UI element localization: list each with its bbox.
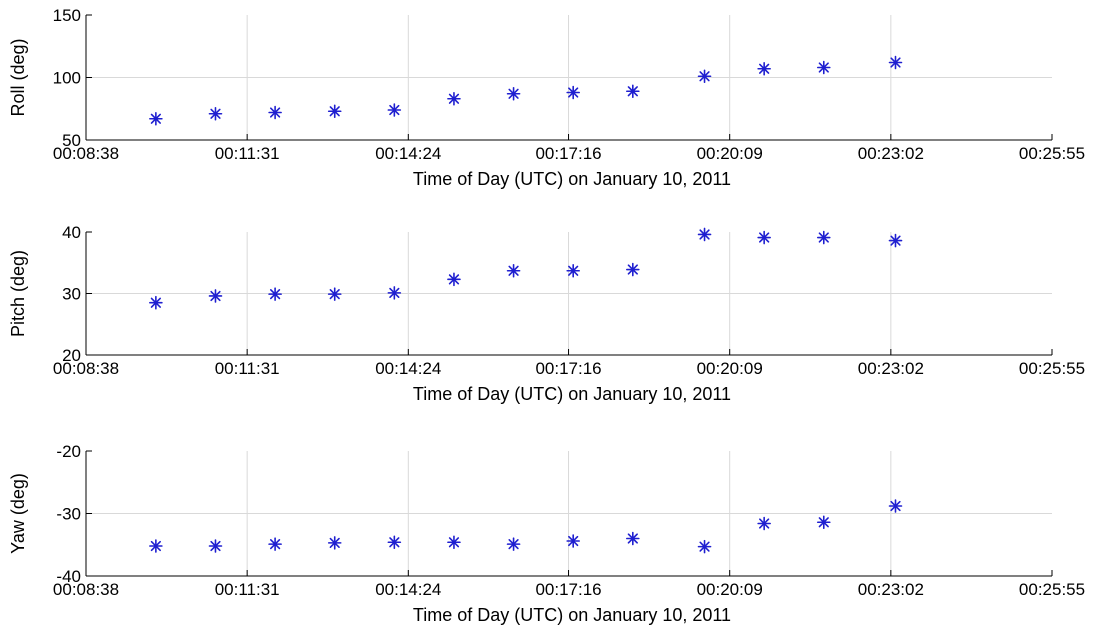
- data-point: [447, 272, 461, 287]
- data-point: [506, 86, 521, 101]
- y-tick-label: -20: [56, 442, 81, 461]
- y-tick-label: -30: [56, 505, 81, 524]
- data-point: [506, 537, 521, 551]
- data-point: [208, 289, 223, 303]
- x-tick-label: 00:08:38: [53, 359, 119, 378]
- data-point: [447, 535, 461, 550]
- x-tick-label: 00:08:38: [53, 580, 119, 599]
- subplot-2: 00:08:38 00:11:31 00:14:24 00:17:16 00:20:09…: [8, 223, 1085, 404]
- x-tick-label: 00:14:24: [375, 580, 441, 599]
- data-point: [387, 286, 402, 300]
- data-point: [327, 536, 342, 550]
- x-tick-label: 00:17:16: [535, 359, 601, 378]
- y-tick-label: -40: [56, 567, 81, 586]
- data-point: [816, 60, 831, 75]
- data-point: [888, 233, 903, 248]
- data-point: [626, 84, 640, 99]
- data-point: [626, 262, 640, 277]
- data-point: [387, 535, 402, 550]
- data-point: [566, 85, 580, 100]
- x-axis-label: Time of Day (UTC) on January 10, 2011: [413, 384, 731, 404]
- x-tick-label: 00:25:55: [1019, 359, 1085, 378]
- x-tick-label: 00:11:31: [215, 359, 280, 378]
- x-tick-label: 00:25:55: [1019, 580, 1085, 599]
- data-point: [149, 111, 163, 126]
- data-point: [757, 516, 771, 531]
- data-point: [327, 104, 342, 119]
- data-point: [816, 230, 831, 245]
- x-tick-label: 00:20:09: [697, 359, 763, 378]
- data-point: [149, 295, 163, 310]
- data-point: [888, 499, 903, 513]
- x-axis-label: Time of Day (UTC) on January 10, 2011: [413, 169, 731, 189]
- x-tick-label: 00:14:24: [375, 359, 441, 378]
- y-tick-label: 150: [53, 6, 81, 25]
- data-point: [447, 91, 461, 106]
- data-point: [387, 103, 402, 117]
- data-point: [268, 537, 282, 551]
- data-point: [268, 287, 282, 301]
- data-point: [208, 106, 223, 121]
- x-tick-label: 00:08:38: [53, 144, 119, 163]
- y-tick-label: 40: [62, 223, 81, 242]
- data-point: [506, 263, 521, 278]
- subplot-1: 00:08:38 00:11:31 00:14:24 00:17:16 00:20:09…: [8, 6, 1085, 189]
- data-point: [697, 69, 712, 84]
- x-tick-label: 00:23:02: [858, 359, 924, 378]
- y-tick-label: 30: [62, 285, 81, 304]
- data-point: [327, 287, 342, 301]
- y-tick-label: 50: [62, 131, 81, 150]
- data-point: [757, 230, 771, 245]
- x-tick-label: 00:20:09: [697, 144, 763, 163]
- x-tick-label: 00:17:16: [535, 144, 601, 163]
- data-point: [149, 539, 163, 553]
- y-axis-label: Pitch (deg): [8, 250, 28, 337]
- subplot-3: 00:08:38 00:11:31 00:14:24 00:17:16 00:20:09…: [8, 442, 1085, 625]
- x-tick-label: 00:23:02: [858, 580, 924, 599]
- data-point: [757, 61, 771, 76]
- data-point: [626, 531, 640, 546]
- data-point: [888, 55, 903, 70]
- x-tick-label: 00:25:55: [1019, 144, 1085, 163]
- x-tick-label: 00:11:31: [215, 580, 280, 599]
- y-axis-label: Yaw (deg): [8, 473, 28, 554]
- data-point: [566, 263, 580, 278]
- y-tick-label: 20: [62, 346, 81, 365]
- data-point: [816, 515, 831, 530]
- x-tick-label: 00:20:09: [697, 580, 763, 599]
- y-tick-label: 100: [53, 69, 81, 88]
- data-point: [697, 227, 712, 242]
- data-point: [268, 105, 282, 120]
- x-tick-label: 00:17:16: [535, 580, 601, 599]
- y-axis-label: Roll (deg): [8, 38, 28, 116]
- x-tick-label: 00:11:31: [215, 144, 280, 163]
- data-point: [566, 534, 580, 548]
- data-point: [208, 539, 223, 553]
- x-axis-label: Time of Day (UTC) on January 10, 2011: [413, 605, 731, 625]
- x-tick-label: 00:14:24: [375, 144, 441, 163]
- data-point: [697, 539, 712, 554]
- x-tick-label: 00:23:02: [858, 144, 924, 163]
